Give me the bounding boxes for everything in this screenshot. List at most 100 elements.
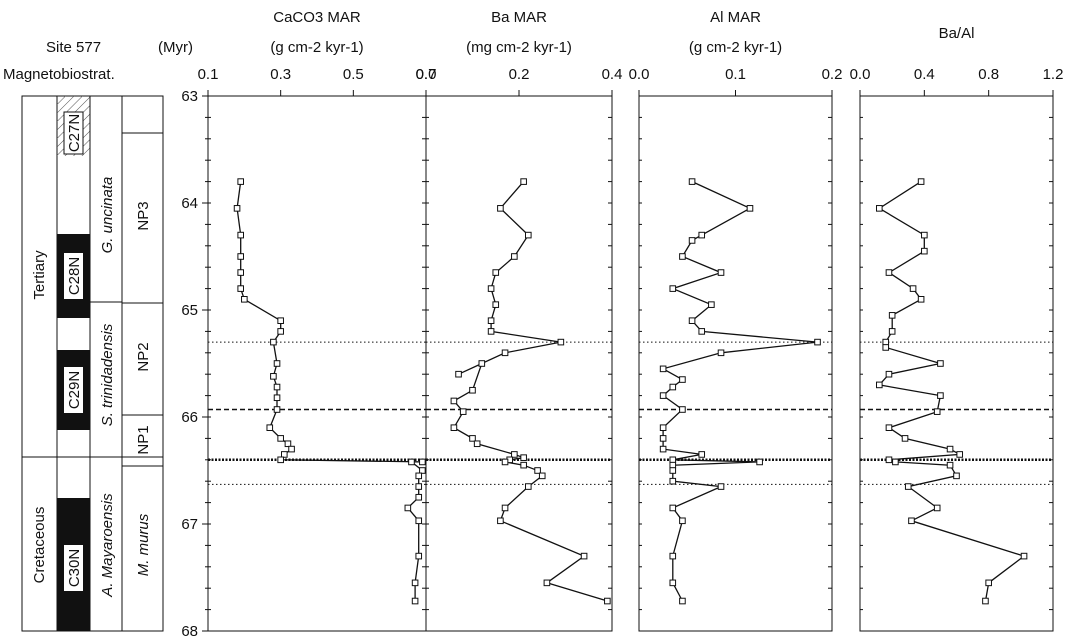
data-point	[469, 435, 476, 442]
data-point	[408, 458, 415, 466]
data-point	[876, 381, 883, 389]
data-point	[473, 440, 481, 448]
x-tick-label: 0.4	[914, 66, 935, 83]
data-point	[717, 269, 725, 276]
x-tick-label: 0.3	[270, 66, 291, 83]
data-point	[659, 365, 667, 373]
data-point	[270, 338, 277, 346]
data-point	[241, 296, 248, 303]
data-point	[756, 458, 763, 466]
foram-a-mayaroensis: A. Mayaroensis	[99, 493, 116, 598]
x-tick-label: 0.2	[509, 66, 530, 83]
data-point	[419, 458, 426, 466]
data-point	[901, 435, 909, 442]
data-point	[933, 408, 941, 415]
age-tick-label: 65	[181, 302, 198, 319]
data-point	[538, 472, 546, 480]
data-point	[237, 231, 244, 239]
data-point	[679, 376, 686, 383]
data-point	[917, 296, 925, 303]
data-point	[233, 205, 241, 212]
data-point	[459, 408, 467, 415]
x-tick-label: 0.5	[343, 66, 364, 83]
data-point	[985, 579, 992, 587]
panel-frame	[207, 95, 427, 632]
x-tick-label: 0.0	[850, 66, 871, 83]
data-point	[270, 373, 277, 380]
data-point	[888, 312, 896, 319]
chron-c27n-labelbox	[63, 111, 84, 155]
data-point	[698, 231, 706, 239]
chron-c30n: C30N	[66, 549, 83, 587]
data-point	[419, 467, 426, 474]
data-point	[885, 456, 893, 464]
data-point	[604, 597, 611, 605]
data-point	[497, 517, 504, 525]
foram-s-trinidadensis: S. trinidadensis	[99, 323, 116, 426]
data-point	[904, 483, 912, 490]
data-point	[921, 247, 928, 255]
data-point	[717, 483, 725, 490]
data-point	[669, 477, 677, 485]
data-point	[492, 301, 500, 308]
data-point	[679, 597, 686, 605]
data-point	[543, 579, 551, 587]
data-point	[814, 338, 821, 346]
data-point	[237, 178, 244, 185]
data-point	[520, 178, 527, 185]
x-tick-label: 0.8	[978, 66, 999, 83]
data-point	[679, 406, 686, 413]
data-point	[277, 317, 284, 324]
panel-title: CaCO3 MAR	[273, 9, 361, 26]
data-point	[469, 386, 476, 394]
data-point	[284, 440, 292, 448]
panel-unit: (g cm-2 kyr-1)	[689, 39, 782, 56]
period-cretaceous: Cretaceous	[31, 507, 48, 584]
panel-title: Ba MAR	[491, 9, 547, 26]
x-tick-label: 0.1	[725, 66, 746, 83]
data-point	[237, 269, 244, 276]
data-point	[669, 552, 677, 560]
panel-1: Ba MAR (mg cm-2 kyr-1) 0.0 0.2 0.4	[416, 9, 622, 632]
panel-3: Ba/Al 0.0 0.4 0.8 1.2	[850, 25, 1064, 632]
data-point	[659, 424, 667, 431]
data-point	[937, 360, 944, 367]
site-label: Site 577	[46, 39, 101, 56]
panel-unit: (mg cm-2 kyr-1)	[466, 39, 572, 56]
age-axis: 63 64 65 66 67 68	[181, 88, 209, 636]
nanno-np1: NP1	[135, 425, 152, 454]
data-point	[946, 461, 954, 469]
data-point	[885, 269, 893, 276]
data-point	[511, 451, 518, 458]
data-point	[415, 517, 423, 525]
series-line	[661, 181, 818, 602]
data-point	[688, 178, 696, 185]
panel-unit: (g cm-2 kyr-1)	[270, 39, 363, 56]
data-point	[525, 231, 532, 239]
data-point	[237, 253, 244, 260]
series-line	[236, 181, 424, 601]
data-point	[669, 456, 677, 464]
chron-c29n-labelbox	[64, 367, 83, 413]
data-point	[501, 504, 509, 512]
data-panels: CaCO3 MAR(g cm-2 kyr-1)0.1 0.3 0.5 0.7Ba MA…	[198, 9, 1064, 632]
data-point	[946, 445, 954, 453]
data-point	[492, 269, 500, 276]
data-point	[908, 517, 915, 525]
panel-0: CaCO3 MAR (g cm-2 kyr-1) 0.1 0.3 0.5 0.7	[198, 9, 436, 632]
data-point	[273, 406, 281, 413]
series-line	[878, 181, 1026, 602]
data-point	[277, 435, 284, 442]
period-tertiary: Tertiary	[31, 250, 48, 300]
x-tick-label: 1.2	[1043, 66, 1064, 83]
data-point	[917, 178, 925, 185]
data-point	[511, 253, 518, 260]
series-line	[452, 181, 608, 602]
data-point	[455, 370, 462, 378]
x-tick-label: 0.0	[416, 66, 437, 83]
data-point	[501, 349, 509, 357]
panel-frame	[425, 95, 613, 632]
age-tick-label: 66	[181, 409, 198, 426]
data-point	[956, 451, 964, 458]
